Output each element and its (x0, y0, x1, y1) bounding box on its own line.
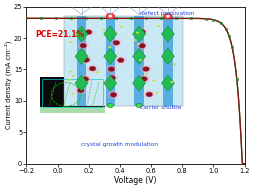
Circle shape (113, 40, 120, 45)
Polygon shape (75, 48, 88, 64)
Circle shape (82, 77, 89, 81)
Circle shape (80, 43, 87, 48)
Circle shape (105, 65, 117, 74)
Polygon shape (75, 75, 88, 91)
Circle shape (166, 15, 170, 17)
FancyBboxPatch shape (77, 16, 86, 105)
Circle shape (137, 43, 140, 45)
Polygon shape (161, 75, 174, 91)
Polygon shape (161, 26, 174, 42)
Circle shape (140, 65, 152, 73)
Circle shape (80, 56, 92, 64)
Circle shape (108, 67, 115, 72)
Circle shape (106, 29, 118, 38)
Polygon shape (75, 26, 88, 42)
Y-axis label: Current density (mA cm⁻²): Current density (mA cm⁻²) (4, 41, 12, 129)
Circle shape (146, 92, 153, 97)
Circle shape (139, 59, 142, 61)
Text: carrier shuttle: carrier shuttle (140, 105, 181, 110)
Circle shape (83, 28, 95, 36)
Circle shape (136, 28, 148, 36)
Circle shape (136, 103, 142, 108)
Polygon shape (104, 48, 117, 64)
Circle shape (85, 30, 92, 34)
Circle shape (143, 90, 155, 99)
Circle shape (110, 38, 122, 47)
Circle shape (136, 41, 148, 50)
Circle shape (110, 92, 117, 97)
Polygon shape (104, 26, 117, 42)
Circle shape (164, 13, 172, 19)
Circle shape (109, 75, 116, 80)
Circle shape (117, 58, 124, 63)
FancyBboxPatch shape (40, 77, 105, 109)
Polygon shape (133, 26, 146, 42)
FancyBboxPatch shape (40, 107, 105, 113)
Circle shape (103, 28, 105, 30)
Circle shape (107, 91, 120, 99)
Circle shape (68, 79, 71, 81)
X-axis label: Voltage (V): Voltage (V) (114, 176, 157, 185)
Circle shape (69, 70, 72, 73)
Circle shape (138, 75, 150, 83)
Circle shape (139, 29, 146, 34)
Polygon shape (161, 48, 174, 64)
Circle shape (134, 53, 146, 62)
Text: crystal growth modulation: crystal growth modulation (81, 142, 158, 147)
Polygon shape (133, 48, 146, 64)
Circle shape (106, 74, 118, 82)
Circle shape (120, 26, 123, 28)
Circle shape (152, 80, 155, 82)
Circle shape (89, 66, 96, 71)
Circle shape (145, 73, 148, 75)
FancyBboxPatch shape (64, 16, 183, 105)
Circle shape (134, 39, 137, 41)
Text: defect passivation: defect passivation (140, 11, 194, 16)
Circle shape (69, 41, 72, 43)
Circle shape (108, 46, 111, 48)
Circle shape (108, 31, 115, 36)
Circle shape (115, 56, 127, 64)
Circle shape (96, 71, 99, 73)
FancyBboxPatch shape (105, 16, 115, 105)
Circle shape (75, 86, 87, 95)
Circle shape (137, 55, 144, 60)
Circle shape (77, 88, 84, 93)
Circle shape (87, 64, 99, 73)
Circle shape (157, 25, 160, 27)
Polygon shape (104, 75, 117, 91)
Circle shape (173, 63, 176, 65)
Circle shape (139, 43, 146, 48)
FancyBboxPatch shape (134, 16, 144, 105)
Circle shape (74, 33, 77, 35)
Circle shape (136, 32, 139, 34)
Circle shape (156, 92, 159, 94)
Circle shape (108, 15, 112, 17)
Circle shape (106, 13, 115, 19)
Circle shape (80, 75, 91, 83)
Circle shape (83, 57, 90, 62)
Polygon shape (133, 75, 146, 91)
Text: PCE=21.1%: PCE=21.1% (35, 30, 84, 40)
Circle shape (143, 67, 149, 71)
Circle shape (107, 103, 113, 108)
Circle shape (77, 41, 89, 50)
Circle shape (141, 77, 148, 81)
FancyBboxPatch shape (163, 16, 173, 105)
Circle shape (72, 92, 74, 94)
Circle shape (170, 81, 173, 83)
Circle shape (72, 75, 75, 77)
